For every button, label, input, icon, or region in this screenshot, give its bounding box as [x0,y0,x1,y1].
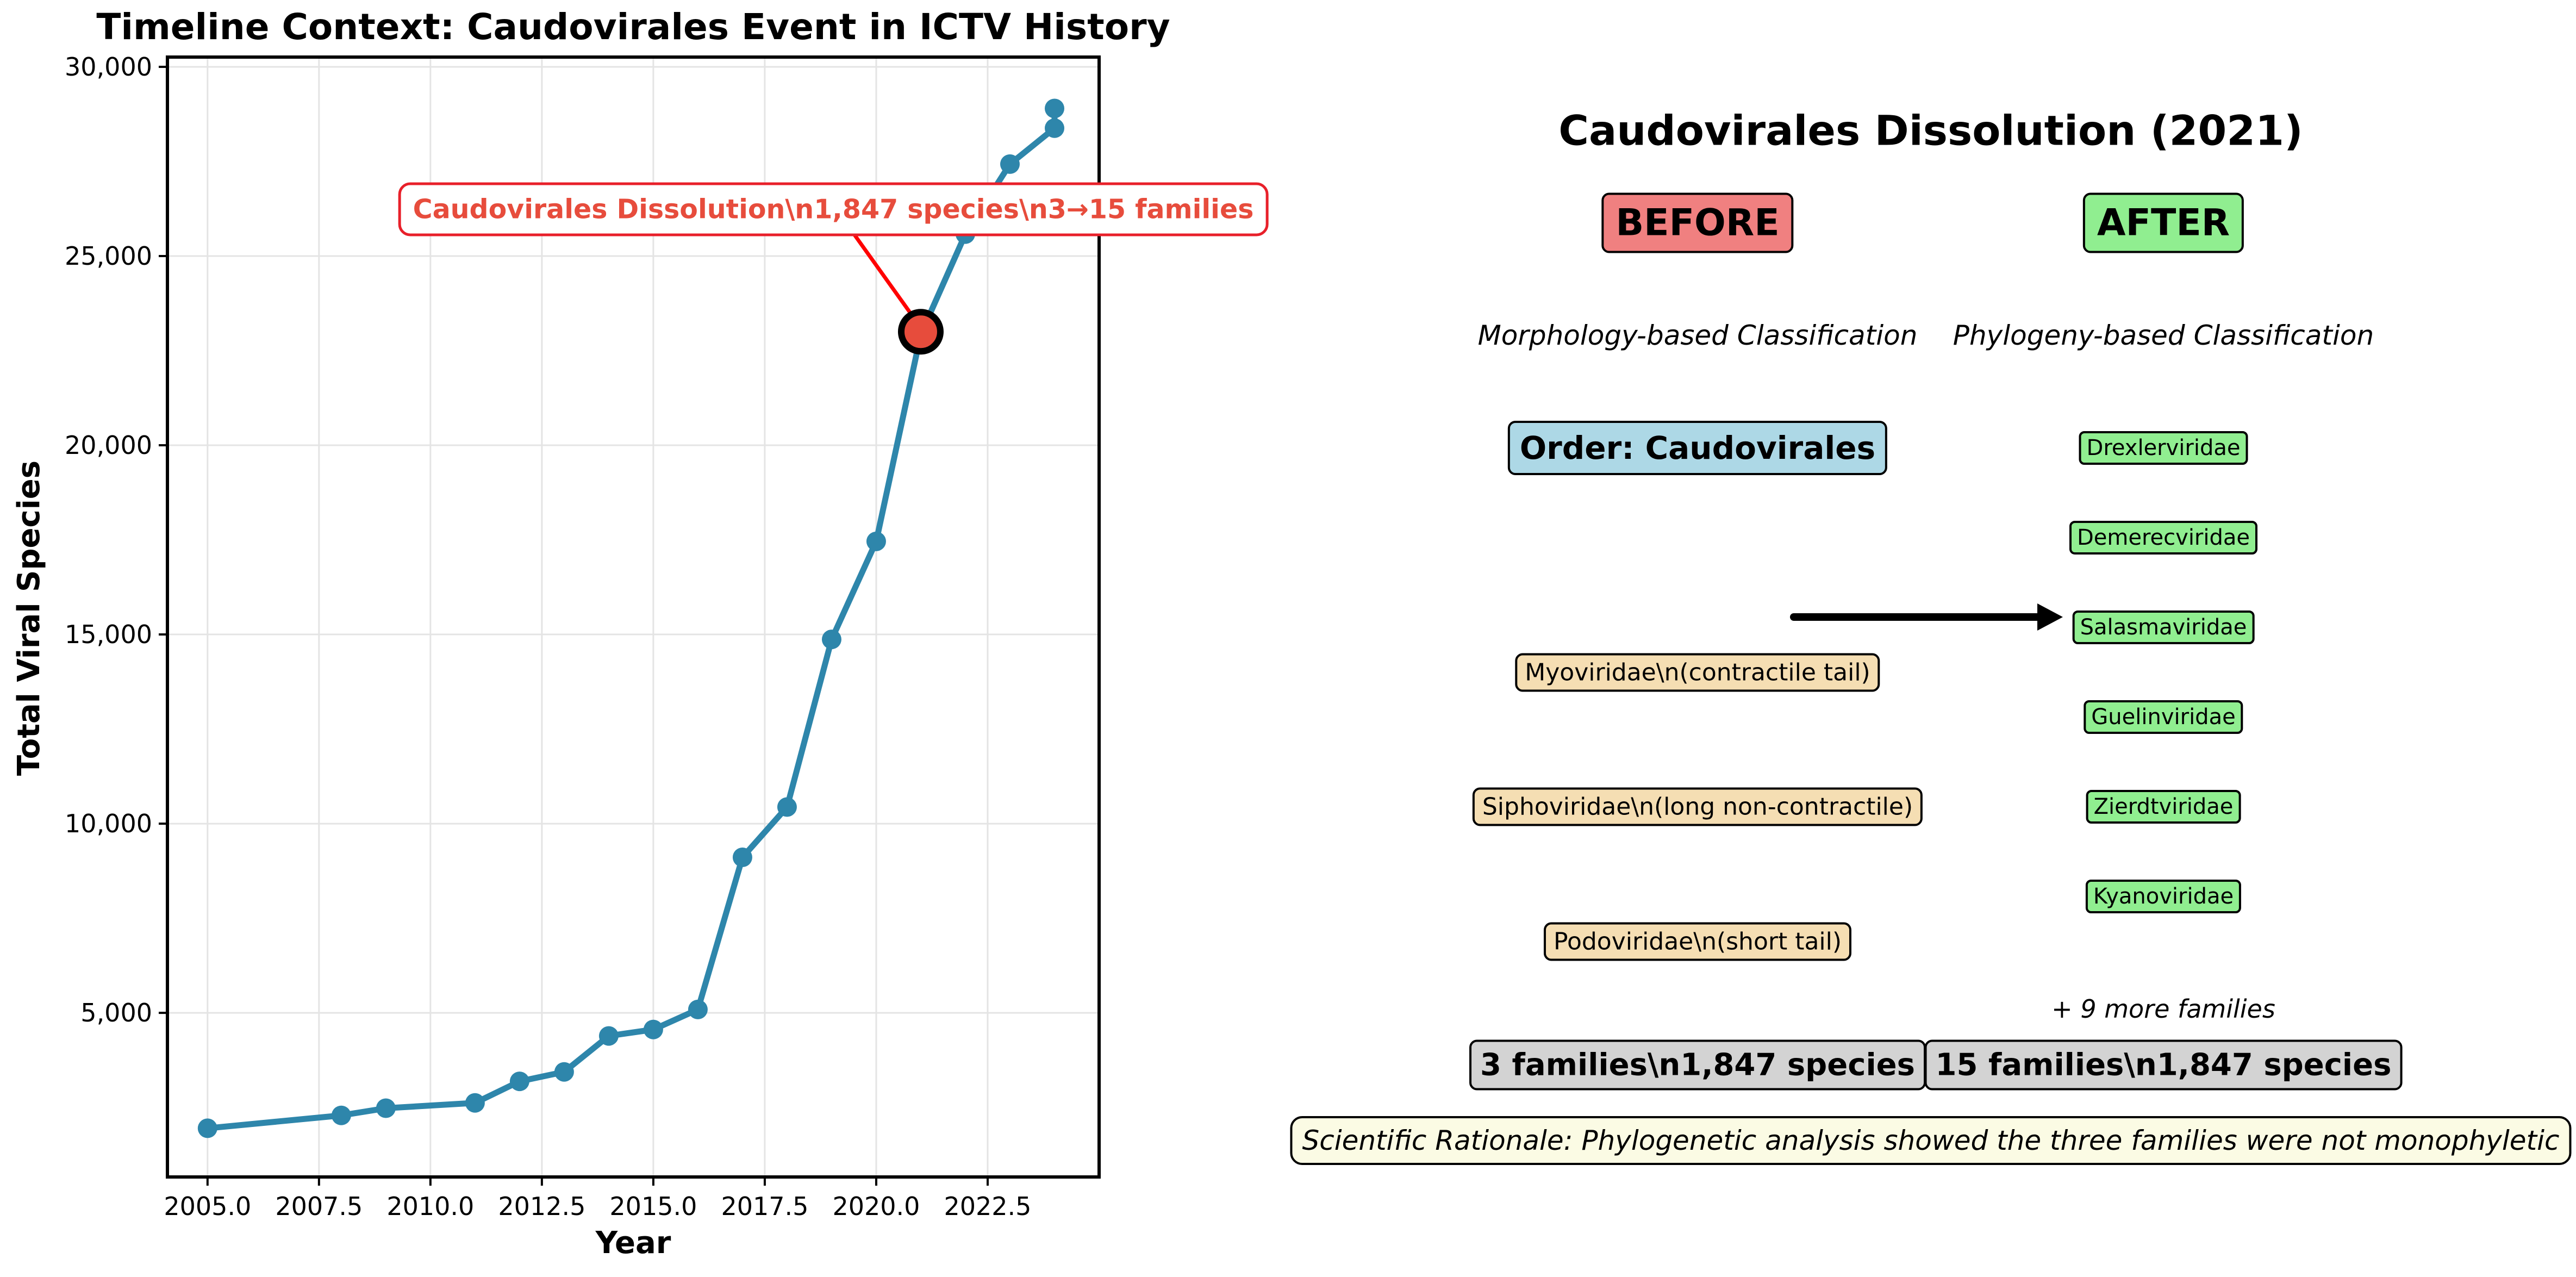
data-point [732,848,752,868]
data-point [376,1098,396,1118]
species-line [204,105,1058,1131]
x-tick-label: 2005.0 [164,1192,251,1221]
x-tick-label: 2020.0 [832,1192,920,1221]
data-point [554,1062,574,1082]
old-family-podoviridae: Podoviridae\n(short tail) [1543,922,1852,961]
transition-arrow [1790,603,2063,631]
chart-title: Timeline Context: Caudovirales Event in … [96,6,1170,48]
new-family-demerecviridae: Demerecviridae [2069,521,2258,555]
data-point [866,531,886,551]
data-point [598,1026,619,1046]
data-point [1000,154,1020,174]
y-tick-label: 25,000 [65,241,152,271]
highlight-point [897,309,944,355]
x-tick-label: 2022.5 [944,1192,1031,1221]
chart-grid [167,57,1099,1177]
data-point [821,630,841,650]
after-subtitle: Phylogeny-based Classification [1953,320,2374,351]
x-tick-label: 2010.0 [386,1192,474,1221]
y-tick-label: 30,000 [65,52,152,82]
before-subtitle: Morphology-based Classification [1477,320,1918,351]
data-point [331,1105,351,1125]
dissolution-annotation: Caudovirales Dissolution\n1,847 species\… [398,182,1269,236]
annotation-arrow [853,233,914,317]
new-family-kyanoviridae: Kyanoviridae [2085,880,2242,913]
y-tick-label: 20,000 [65,431,152,460]
old-family-myoviridae: Myoviridae\n(contractile tail) [1515,653,1880,692]
new-family-drexlerviridae: Drexlerviridae [2079,431,2248,465]
chart-annotation-layer [853,233,944,355]
data-point [1044,98,1064,119]
x-tick-label: 2012.5 [498,1192,585,1221]
after-summary-box: 15 families\n1,847 species [1924,1039,2403,1091]
before-summary-box: 3 families\n1,847 species [1469,1039,1926,1091]
data-point [509,1072,529,1092]
x-tick-label: 2017.5 [721,1192,808,1221]
chart-series [197,98,1064,1138]
order-caudovirales-box: Order: Caudovirales [1507,421,1888,475]
y-tick-label: 10,000 [65,809,152,838]
new-family-zierdtviridae: Zierdtviridae [2086,790,2241,824]
data-point [777,797,797,817]
data-point [1044,118,1064,138]
chart-axes: 2005.0 2007.5 2010.0 2012.5 2015.0 2017.5 2020… [65,52,1101,1221]
scientific-rationale-box: Scientific Rationale: Phylogenetic analy… [1290,1116,2572,1165]
x-tick-label: 2015.0 [609,1192,697,1221]
x-tick-label: 2007.5 [275,1192,363,1221]
new-family-guelinviridae: Guelinviridae [2084,700,2243,734]
y-axis-label: Total Viral Species [11,460,47,776]
after-header: AFTER [2082,192,2244,253]
plot-frame [166,55,1101,1179]
y-tick-label: 5,000 [80,998,152,1027]
before-header: BEFORE [1601,192,1794,253]
data-point [643,1019,663,1039]
diagram-title: Caudovirales Dissolution (2021) [1558,106,2303,155]
data-point [688,999,708,1019]
new-family-salasmaviridae: Salasmaviridae [2072,611,2255,644]
y-tick-label: 15,000 [65,620,152,649]
data-point [197,1118,217,1138]
data-point [465,1093,485,1113]
x-axis-label: Year [595,1225,671,1261]
more-families-note: + 9 more families [2051,994,2275,1024]
old-family-siphoviridae: Siphoviridae\n(long non-contractile) [1472,787,1923,826]
